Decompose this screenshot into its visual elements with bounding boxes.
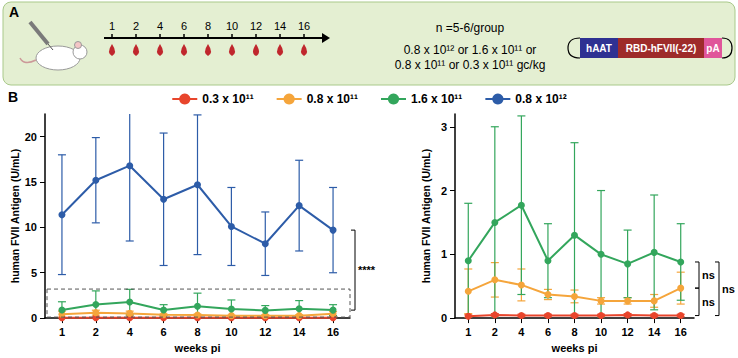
svg-text:n =5-6/group: n =5-6/group	[436, 21, 505, 35]
svg-text:4: 4	[518, 326, 525, 338]
svg-text:human FVII Antigen (U/mL): human FVII Antigen (U/mL)	[9, 149, 21, 283]
svg-text:0.8 x 10¹² or 1.6 x 10¹¹ or: 0.8 x 10¹² or 1.6 x 10¹¹ or	[404, 43, 537, 57]
svg-text:2: 2	[441, 185, 447, 197]
svg-text:human FVII Antigen (U/mL): human FVII Antigen (U/mL)	[420, 149, 432, 283]
svg-text:0: 0	[31, 312, 37, 324]
svg-text:4: 4	[157, 20, 163, 32]
svg-text:ns: ns	[722, 283, 735, 295]
svg-text:14: 14	[648, 326, 661, 338]
svg-text:14: 14	[274, 20, 286, 32]
svg-text:2: 2	[93, 326, 99, 338]
svg-text:5: 5	[31, 267, 37, 279]
svg-text:ns: ns	[702, 296, 715, 308]
svg-text:15: 15	[25, 176, 37, 188]
svg-text:8: 8	[571, 326, 577, 338]
svg-text:2: 2	[492, 326, 498, 338]
svg-text:1.6 x 10¹¹: 1.6 x 10¹¹	[411, 92, 462, 106]
svg-text:10: 10	[226, 20, 238, 32]
svg-text:10: 10	[225, 326, 237, 338]
svg-text:0: 0	[441, 312, 447, 324]
svg-text:1: 1	[109, 20, 115, 32]
svg-text:12: 12	[250, 20, 262, 32]
svg-text:weeks pi: weeks pi	[174, 342, 221, 354]
svg-text:pA: pA	[706, 43, 719, 54]
svg-text:6: 6	[181, 20, 187, 32]
svg-text:3: 3	[441, 121, 447, 133]
svg-text:ns: ns	[702, 269, 715, 281]
svg-text:12: 12	[259, 326, 271, 338]
svg-text:2: 2	[133, 20, 139, 32]
svg-text:20: 20	[25, 131, 37, 143]
svg-text:10: 10	[25, 221, 37, 233]
svg-text:A: A	[9, 4, 19, 20]
svg-text:hAAT: hAAT	[586, 43, 612, 54]
svg-text:16: 16	[298, 20, 310, 32]
svg-text:4: 4	[127, 326, 134, 338]
svg-text:RBD-hFVII(-22): RBD-hFVII(-22)	[626, 43, 697, 54]
svg-text:0.8 x 10¹¹ or 0.3 x 10¹¹ gc/kg: 0.8 x 10¹¹ or 0.3 x 10¹¹ gc/kg	[395, 58, 546, 72]
svg-text:8: 8	[194, 326, 200, 338]
svg-text:****: ****	[358, 264, 376, 276]
svg-text:1: 1	[59, 326, 65, 338]
svg-text:16: 16	[675, 326, 687, 338]
svg-text:0.8 x 10¹²: 0.8 x 10¹²	[515, 92, 566, 106]
svg-text:14: 14	[293, 326, 306, 338]
svg-text:6: 6	[161, 326, 167, 338]
svg-text:weeks pi: weeks pi	[551, 342, 598, 354]
svg-text:1: 1	[441, 248, 447, 260]
svg-text:B: B	[8, 89, 18, 105]
svg-text:0.8 x 10¹¹: 0.8 x 10¹¹	[307, 92, 358, 106]
svg-text:6: 6	[545, 326, 551, 338]
svg-text:1: 1	[465, 326, 471, 338]
svg-text:16: 16	[327, 326, 339, 338]
svg-text:12: 12	[621, 326, 633, 338]
svg-text:10: 10	[595, 326, 607, 338]
svg-text:0.3 x 10¹¹: 0.3 x 10¹¹	[202, 92, 253, 106]
svg-text:8: 8	[205, 20, 211, 32]
